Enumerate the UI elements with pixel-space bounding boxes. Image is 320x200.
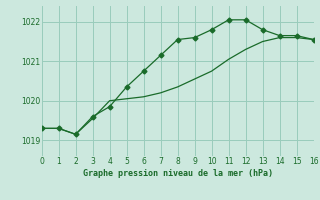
X-axis label: Graphe pression niveau de la mer (hPa): Graphe pression niveau de la mer (hPa): [83, 169, 273, 178]
